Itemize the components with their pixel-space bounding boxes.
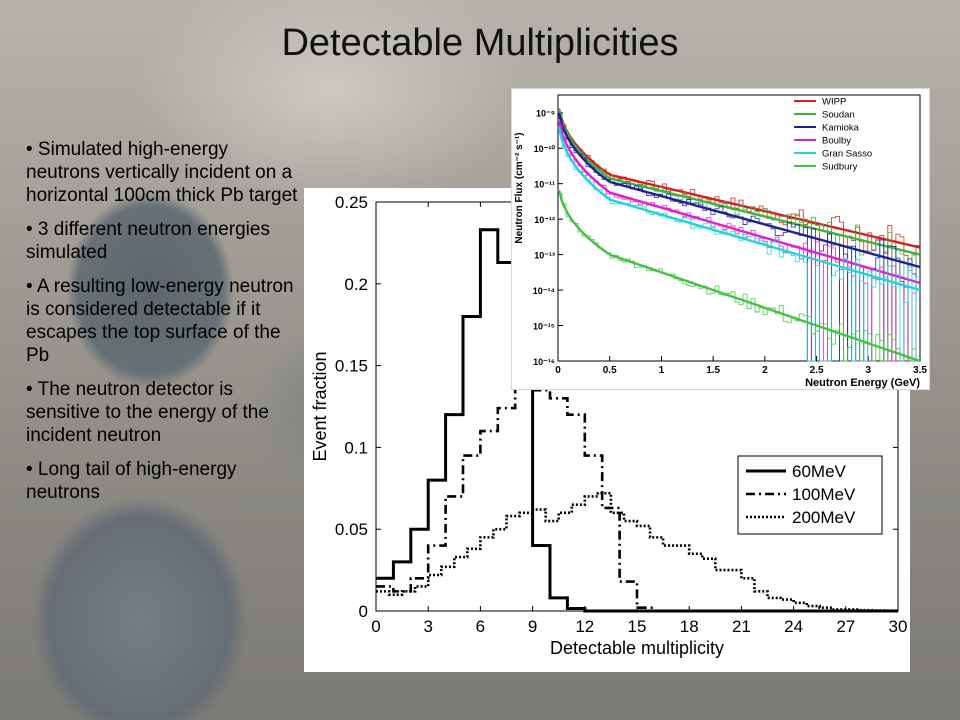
inset-legend-label: Kamioka	[822, 123, 860, 134]
legend-label: 200MeV	[792, 508, 856, 527]
inset-fit-Kamioka	[557, 112, 921, 269]
y-tick-label: 0.2	[344, 275, 368, 294]
inset-y-tick-label: 10⁻¹⁰	[534, 144, 556, 154]
y-axis-label: Event fraction	[310, 351, 330, 461]
inset-x-tick-label: 0	[555, 365, 561, 376]
inset-x-tick-label: 3	[866, 365, 872, 376]
neutron-flux-chart-panel: 0 0.5 1 1.5 2 2.5 3 3.5 10⁻¹⁶ 10⁻¹⁵ 10⁻¹⁴ 10⁻¹³ 10⁻¹…	[511, 88, 930, 390]
inset-legend-label: Soudan	[822, 110, 855, 121]
inset-y-tick-label: 10⁻¹³	[534, 251, 555, 261]
bullet-item: • The neutron detector is sensitive to t…	[26, 379, 269, 446]
x-axis-label: Detectable multiplicity	[550, 638, 724, 658]
neutron-flux-chart: 0 0.5 1 1.5 2 2.5 3 3.5 10⁻¹⁶ 10⁻¹⁵ 10⁻¹⁴ 10⁻¹³ 10⁻¹…	[514, 94, 927, 389]
inset-legend-label: Boulby	[822, 136, 851, 147]
x-tick-label: 21	[732, 617, 751, 636]
inset-x-tick-label: 1	[659, 365, 665, 376]
series-line-100MeV	[376, 361, 898, 613]
x-tick-label: 27	[836, 617, 855, 636]
inset-histogram-Soudan	[558, 111, 920, 362]
x-tick-label: 18	[680, 617, 699, 636]
inset-y-tick-label: 10⁻¹⁴	[533, 286, 555, 296]
inset-fit-Gran Sasso	[557, 127, 921, 292]
inset-y-tick-label: 10⁻⁹	[536, 109, 555, 119]
inset-y-tick-label: 10⁻¹¹	[534, 180, 555, 190]
bullet-list: • Simulated high-energy neutrons vertica…	[26, 138, 298, 515]
y-tick-label: 0.05	[335, 520, 368, 539]
y-tick-label: 0.1	[344, 438, 368, 457]
series-line-200MeV	[376, 491, 898, 612]
bullet-item: • Long tail of high-energy neutrons	[26, 459, 237, 503]
x-tick-label: 12	[575, 617, 594, 636]
inset-y-axis-label: Neutron Flux (cm⁻² s⁻¹)	[514, 132, 525, 243]
legend-label: 60MeV	[792, 462, 847, 481]
multiplicity-chart-panel: 0 3 6 9 12 15 18 21 24 27 30 0 0.05 0.1 0.15 0.2 0.25 Det…	[304, 188, 910, 672]
inset-x-tick-label: 1.5	[706, 365, 720, 376]
inset-x-tick-label: 3.5	[913, 365, 927, 376]
bullet-item: • Simulated high-energy neutrons vertica…	[26, 139, 298, 206]
inset-legend-label: Sudbury	[822, 162, 858, 173]
inset-y-tick-label: 10⁻¹⁶	[533, 357, 555, 367]
y-tick-label: 0	[359, 602, 368, 621]
inset-legend-label: Gran Sasso	[822, 149, 872, 160]
inset-legend-label: WIPP	[822, 97, 846, 108]
bullet-item: • A resulting low-energy neutron is cons…	[26, 276, 294, 366]
x-tick-label: 30	[889, 617, 908, 636]
inset-fit-Sudbury	[557, 189, 921, 363]
y-tick-label: 0.15	[335, 357, 368, 376]
multiplicity-chart: 0 3 6 9 12 15 18 21 24 27 3000.050.10.150.20.25Det…	[310, 193, 908, 658]
inset-x-tick-label: 2.5	[810, 365, 824, 376]
inset-histogram-Gran Sasso	[558, 133, 920, 362]
inset-histogram-Sudbury	[558, 193, 920, 362]
x-tick-label: 9	[528, 617, 537, 636]
inset-y-tick-label: 10⁻¹²	[534, 215, 555, 225]
inset-histogram-Boulby	[558, 124, 920, 362]
legend-box	[737, 455, 883, 535]
inset-fit-Soudan	[557, 109, 921, 256]
inset-x-tick-label: 0.5	[603, 365, 617, 376]
x-tick-label: 6	[476, 617, 485, 636]
bullet-item: • 3 different neutron energies simulated	[26, 219, 270, 263]
slide-title: Detectable Multiplicities	[281, 22, 679, 64]
x-tick-label: 24	[784, 617, 803, 636]
x-tick-label: 0	[371, 617, 380, 636]
inset-plot-frame	[557, 94, 921, 362]
inset-y-tick-label: 10⁻¹⁵	[533, 322, 555, 332]
y-tick-label: 0.25	[335, 193, 368, 212]
inset-x-tick-label: 2	[762, 365, 768, 376]
inset-x-axis-label: Neutron Energy (GeV)	[805, 377, 920, 389]
x-tick-label: 15	[628, 617, 647, 636]
legend-label: 100MeV	[792, 485, 856, 504]
x-tick-label: 3	[423, 617, 432, 636]
